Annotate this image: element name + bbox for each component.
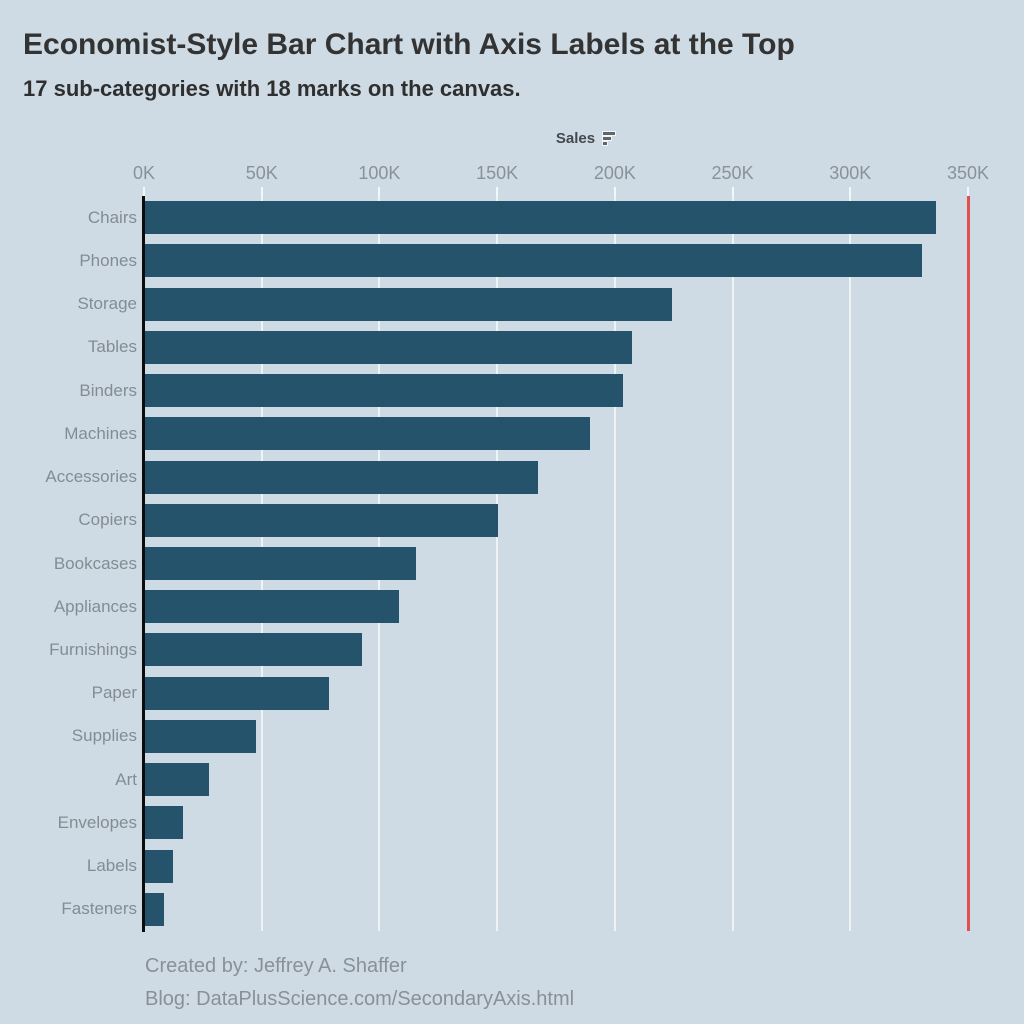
credit-blog: Blog: DataPlusScience.com/SecondaryAxis.… <box>145 988 575 1010</box>
category-label-phones: Phones <box>79 250 137 270</box>
gridline <box>731 196 734 931</box>
category-label-fasteners: Fasteners <box>61 899 137 919</box>
axis-tick-label: 50K <box>245 163 278 183</box>
credit-author: Created by: Jeffrey A. Shaffer <box>145 955 407 977</box>
axis-tick-label: 200K <box>593 163 636 183</box>
category-label-bookcases: Bookcases <box>53 553 137 573</box>
credits-footer: Created by: Jeffrey A. Shaffer Blog: Dat… <box>145 950 574 1016</box>
category-label-storage: Storage <box>77 294 137 314</box>
axis-tick-label: 300K <box>829 163 872 183</box>
axis-tick-mark <box>967 187 969 196</box>
axis-tick-mark <box>731 187 734 196</box>
category-label-labels: Labels <box>86 856 137 876</box>
axis-tick-mark <box>143 187 145 196</box>
category-label-paper: Paper <box>91 683 137 703</box>
category-label-tables: Tables <box>87 337 137 357</box>
bar-appliances[interactable] <box>145 590 400 624</box>
category-label-machines: Machines <box>64 423 137 443</box>
bar-bookcases[interactable] <box>145 546 416 580</box>
plot-area <box>142 196 970 932</box>
bar-chairs[interactable] <box>145 201 937 235</box>
gridline <box>849 196 852 931</box>
axis-tick-mark <box>496 187 499 196</box>
bar-labels[interactable] <box>145 849 174 883</box>
zero-axis-line <box>142 196 145 932</box>
axis-tick-label: 250K <box>711 163 754 183</box>
bar-copiers[interactable] <box>145 503 499 537</box>
category-label-appliances: Appliances <box>53 596 137 616</box>
category-label-furnishings: Furnishings <box>49 639 137 659</box>
category-label-copiers: Copiers <box>78 510 137 530</box>
category-label-accessories: Accessories <box>45 467 137 487</box>
axis-tick-mark <box>849 187 852 196</box>
reference-line <box>966 196 970 931</box>
bar-binders[interactable] <box>145 374 623 408</box>
axis-field-sort-control[interactable]: Sales <box>174 130 998 147</box>
bar-machines[interactable] <box>145 417 590 451</box>
bar-tables[interactable] <box>145 330 633 364</box>
bar-supplies[interactable] <box>145 719 256 753</box>
category-label-art: Art <box>115 769 137 789</box>
bar-furnishings[interactable] <box>145 633 362 667</box>
axis-tick-mark <box>378 187 381 196</box>
gridline <box>496 196 499 931</box>
bar-envelopes[interactable] <box>145 806 183 840</box>
sort-descending-icon <box>602 131 616 146</box>
bar-storage[interactable] <box>145 287 673 321</box>
category-label-supplies: Supplies <box>71 726 137 746</box>
axis-field-label: Sales <box>555 130 596 147</box>
category-label-binders: Binders <box>79 380 137 400</box>
axis-tick-label: 150K <box>476 163 519 183</box>
gridline <box>613 196 616 931</box>
axis-tick-label: 350K <box>946 163 990 183</box>
bar-fasteners[interactable] <box>145 892 164 926</box>
axis-tick-label: 0K <box>132 163 156 183</box>
category-label-chairs: Chairs <box>87 207 137 227</box>
category-label-envelopes: Envelopes <box>57 812 137 832</box>
bar-phones[interactable] <box>145 244 922 278</box>
chart-subtitle: 17 sub-categories with 18 marks on the c… <box>23 76 521 101</box>
bar-paper[interactable] <box>145 676 329 710</box>
bar-art[interactable] <box>145 763 209 797</box>
axis-tick-mark <box>613 187 616 196</box>
axis-tick-label: 100K <box>358 163 401 183</box>
axis-tick-mark <box>260 187 263 196</box>
bar-accessories[interactable] <box>145 460 539 494</box>
chart-title: Economist-Style Bar Chart with Axis Labe… <box>23 28 795 61</box>
